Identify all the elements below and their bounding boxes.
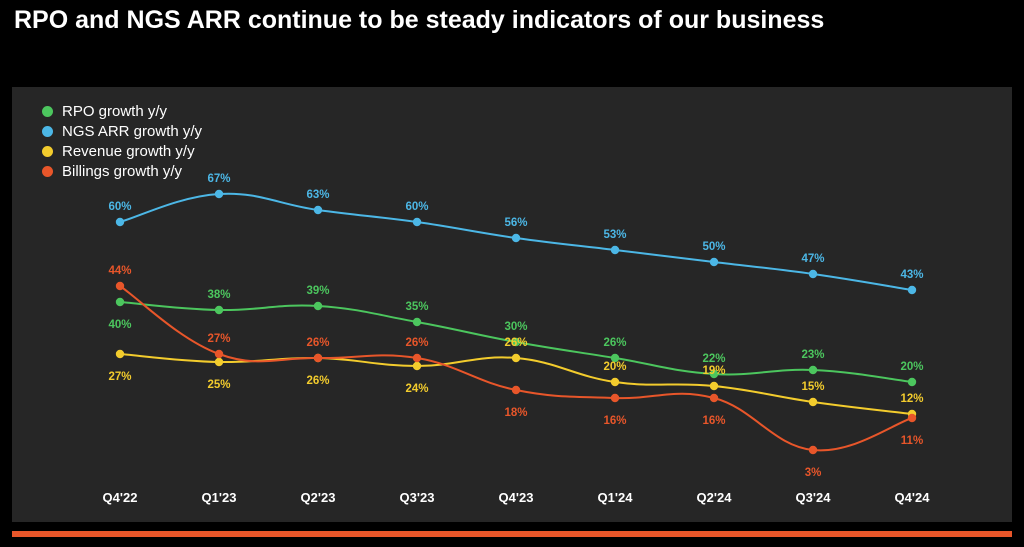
data-label-ngs-arr: 56% <box>504 217 527 229</box>
data-point-rpo <box>907 377 917 387</box>
data-label-revenue: 27% <box>108 371 131 383</box>
data-label-billings: 11% <box>901 435 923 447</box>
data-label-revenue: 26% <box>504 337 527 349</box>
data-point-rpo <box>610 353 620 363</box>
data-point-rpo <box>511 337 521 347</box>
legend-item-rpo: RPO growth y/y <box>42 101 202 121</box>
data-point-rpo <box>808 365 818 375</box>
data-label-rpo: 40% <box>108 319 131 331</box>
data-label-ngs-arr: 60% <box>108 201 131 213</box>
data-label-ngs-arr: 50% <box>702 241 725 253</box>
data-label-revenue: 12% <box>900 393 923 405</box>
data-label-rpo: 26% <box>603 337 626 349</box>
chart-panel: RPO growth y/y NGS ARR growth y/y Revenu… <box>12 87 1012 522</box>
x-tick-label: Q4'22 <box>103 490 138 505</box>
legend-swatch-ngs-arr <box>42 125 53 137</box>
data-label-billings: 16% <box>603 415 626 427</box>
legend-label-revenue: Revenue growth y/y <box>62 142 195 160</box>
data-point-billings <box>808 445 818 455</box>
data-point-ngs-arr <box>115 217 125 227</box>
data-point-billings <box>412 353 422 363</box>
data-label-revenue: 19% <box>702 365 725 377</box>
data-point-revenue <box>709 381 719 391</box>
data-label-billings: 27% <box>207 333 230 345</box>
data-point-revenue <box>511 353 521 363</box>
data-point-ngs-arr <box>610 245 620 255</box>
data-point-ngs-arr <box>412 217 422 227</box>
series-line-revenue <box>119 353 913 415</box>
x-tick-label: Q3'23 <box>400 490 435 505</box>
data-point-ngs-arr <box>808 269 818 279</box>
legend-item-revenue: Revenue growth y/y <box>42 141 202 161</box>
data-point-rpo <box>412 317 422 327</box>
data-point-rpo <box>115 297 125 307</box>
data-label-billings: 18% <box>504 407 527 419</box>
legend-label-ngs-arr: NGS ARR growth y/y <box>62 122 203 140</box>
data-label-rpo: 38% <box>207 289 230 301</box>
data-point-ngs-arr <box>214 189 224 199</box>
data-point-billings <box>511 385 521 395</box>
data-point-ngs-arr <box>907 285 917 295</box>
data-label-ngs-arr: 47% <box>801 253 824 265</box>
data-label-billings: 44% <box>108 265 131 277</box>
data-label-revenue: 15% <box>801 381 824 393</box>
data-label-ngs-arr: 63% <box>306 189 329 201</box>
data-point-ngs-arr <box>511 233 521 243</box>
legend-item-ngs-arr: NGS ARR growth y/y <box>42 121 202 141</box>
legend-label-rpo: RPO growth y/y <box>62 102 168 120</box>
x-tick-label: Q2'24 <box>697 490 733 505</box>
x-tick-label: Q2'23 <box>301 490 336 505</box>
data-label-revenue: 26% <box>306 375 329 387</box>
data-point-revenue <box>115 349 125 359</box>
data-label-ngs-arr: 60% <box>405 201 428 213</box>
data-label-ngs-arr: 43% <box>900 269 923 281</box>
data-point-rpo <box>709 369 719 379</box>
data-label-rpo: 39% <box>306 285 329 297</box>
data-label-ngs-arr: 67% <box>207 173 230 185</box>
data-label-rpo: 23% <box>801 349 824 361</box>
chart-legend: RPO growth y/y NGS ARR growth y/y Revenu… <box>42 101 202 181</box>
data-point-billings <box>610 393 620 403</box>
data-label-billings: 26% <box>405 337 428 349</box>
data-point-billings <box>214 349 224 359</box>
data-label-billings: 26% <box>306 337 329 349</box>
data-label-rpo: 20% <box>900 361 923 373</box>
accent-bar <box>12 531 1012 537</box>
legend-swatch-rpo <box>42 105 53 117</box>
x-tick-label: Q4'24 <box>895 490 931 505</box>
data-point-rpo <box>313 301 323 311</box>
page-title: RPO and NGS ARR continue to be steady in… <box>14 6 825 34</box>
data-point-billings <box>709 393 719 403</box>
x-tick-label: Q1'24 <box>598 490 634 505</box>
data-point-revenue <box>808 397 818 407</box>
data-label-billings: 16% <box>702 415 725 427</box>
data-point-revenue <box>610 377 620 387</box>
data-label-billings: 3% <box>805 467 822 479</box>
legend-label-billings: Billings growth y/y <box>62 162 183 180</box>
data-point-ngs-arr <box>709 257 719 267</box>
data-point-ngs-arr <box>313 205 323 215</box>
legend-swatch-revenue <box>42 145 53 157</box>
data-label-revenue: 20% <box>603 361 626 373</box>
x-tick-label: Q3'24 <box>796 490 832 505</box>
data-point-rpo <box>214 305 224 315</box>
data-point-billings <box>115 281 125 291</box>
data-point-billings <box>313 353 323 363</box>
data-label-revenue: 24% <box>405 383 428 395</box>
legend-swatch-billings <box>42 165 53 177</box>
x-tick-label: Q1'23 <box>202 490 237 505</box>
x-tick-label: Q4'23 <box>499 490 534 505</box>
data-label-rpo: 30% <box>504 321 527 333</box>
data-point-revenue <box>214 357 224 367</box>
legend-item-billings: Billings growth y/y <box>42 161 202 181</box>
line-chart: 40% 38% 39% 35% 30% 26% 22% 23% 20% 27% 25% 26% 24% 2… <box>103 173 931 505</box>
data-label-ngs-arr: 53% <box>603 229 626 241</box>
data-label-revenue: 25% <box>207 379 230 391</box>
data-point-revenue <box>412 361 422 371</box>
data-label-rpo: 35% <box>405 301 428 313</box>
data-label-rpo: 22% <box>702 353 725 365</box>
data-point-billings <box>907 413 917 423</box>
